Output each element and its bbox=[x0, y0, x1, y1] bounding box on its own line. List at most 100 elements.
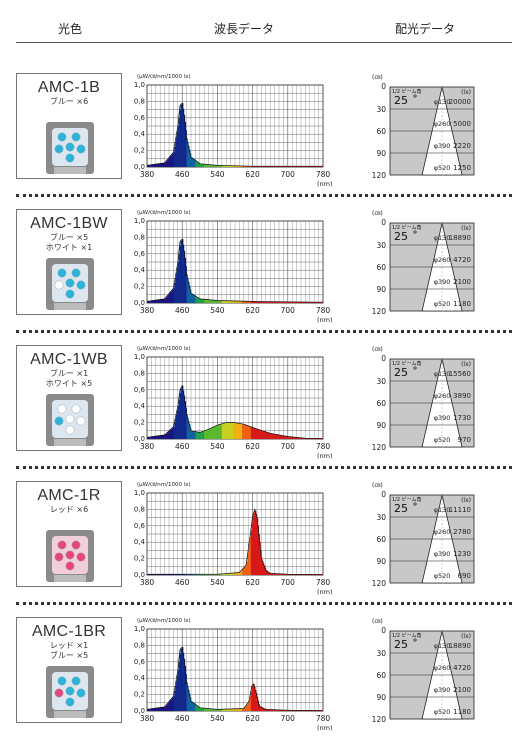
spectrum-slice bbox=[185, 407, 187, 439]
spectrum-slice bbox=[276, 709, 278, 711]
spectrum-slice bbox=[260, 706, 262, 711]
spectrum-slice bbox=[322, 574, 324, 575]
x-tick-label: 380 bbox=[140, 170, 155, 179]
spectrum-slice bbox=[220, 709, 222, 711]
spectrum-slice bbox=[248, 301, 250, 303]
led-dot bbox=[54, 416, 64, 426]
spectrum-slice bbox=[305, 301, 307, 303]
spectrum-slice bbox=[274, 301, 276, 303]
y-unit-label: (μW/㎝/nm/1000 lx) bbox=[137, 482, 191, 488]
spectrum-slice bbox=[240, 423, 242, 439]
spectrum-slice bbox=[150, 164, 152, 167]
y-tick-label: 0,8 bbox=[134, 505, 145, 513]
spectrum-slice bbox=[222, 165, 224, 167]
spectrum-slice bbox=[167, 159, 169, 167]
spectrum-slice bbox=[238, 301, 240, 303]
spectrum-slice bbox=[164, 434, 166, 439]
spectrum-slice bbox=[183, 390, 185, 439]
beam-diameter-label: φ130 bbox=[434, 506, 451, 514]
y-tick-label: 0,8 bbox=[134, 97, 145, 105]
illuminance-value: 1250 bbox=[453, 164, 471, 172]
spectrum-slice bbox=[177, 406, 179, 439]
spectrum-slice bbox=[265, 301, 267, 303]
spectrum-slice bbox=[198, 162, 200, 167]
spectrum-slice bbox=[213, 708, 215, 711]
lux-unit-label: (lx) bbox=[461, 225, 471, 232]
spectrum-slice bbox=[218, 165, 220, 167]
spectrum-slice bbox=[195, 160, 197, 167]
x-tick-label: 540 bbox=[210, 714, 225, 723]
led-composition-line: ブルー ×5 bbox=[49, 651, 89, 660]
beam-diameter-label: φ520 bbox=[434, 436, 451, 444]
spectrum-slice bbox=[176, 267, 179, 303]
spectrum-slice bbox=[244, 707, 246, 711]
spectrum-slice bbox=[237, 301, 239, 303]
spectrum-slice bbox=[184, 665, 187, 711]
spectrum-slice bbox=[273, 709, 275, 711]
spectrum-slice bbox=[172, 427, 174, 439]
spectrum-slice bbox=[162, 299, 165, 303]
spectrum-slice bbox=[190, 697, 192, 711]
spectrum-slice bbox=[318, 710, 320, 711]
x-tick-label: 780 bbox=[316, 170, 331, 179]
led-dot bbox=[71, 132, 81, 142]
spectrum-slice bbox=[168, 294, 170, 303]
spectrum-slice bbox=[205, 299, 208, 303]
spectrum-slice bbox=[220, 424, 222, 439]
beam-diameter-label: φ520 bbox=[434, 164, 451, 172]
spectrum-slice bbox=[264, 708, 266, 711]
spectrum-slice bbox=[251, 686, 253, 711]
spectrum-slice bbox=[170, 155, 172, 167]
spectrum-slice bbox=[259, 301, 261, 303]
spectrum-slice bbox=[242, 165, 245, 167]
lux-unit-label: (lx) bbox=[461, 497, 471, 504]
spectrum-slice bbox=[231, 165, 233, 167]
led-dot bbox=[57, 676, 67, 686]
spectrum-slice bbox=[195, 431, 197, 439]
spectrum-slice bbox=[247, 301, 249, 303]
spectrum-slice bbox=[281, 709, 283, 711]
spectrum-slice bbox=[226, 300, 228, 303]
spectrum-slice bbox=[256, 428, 258, 439]
spectrum-slice bbox=[239, 572, 241, 575]
spectrum-slice bbox=[159, 707, 161, 711]
spectrum-slice bbox=[168, 702, 170, 711]
spectrum-slice bbox=[221, 423, 223, 439]
illuminance-value: 690 bbox=[458, 572, 471, 580]
spectrum-slice bbox=[170, 699, 172, 711]
spectrum-slice bbox=[234, 572, 236, 575]
spectrum-slice bbox=[279, 709, 282, 711]
spectrum-slice bbox=[267, 571, 269, 575]
distance-unit-label: (㎝) bbox=[372, 74, 383, 81]
spectrum-slice bbox=[166, 160, 168, 167]
spectrum-slice bbox=[153, 436, 155, 439]
spectrum-slice bbox=[215, 165, 217, 167]
spectrum-slice bbox=[171, 290, 173, 303]
spectrum-slice bbox=[255, 428, 257, 439]
spectrum-slice bbox=[150, 436, 152, 439]
spectrum-slice bbox=[259, 706, 261, 711]
spectrum-slice bbox=[192, 158, 194, 167]
spectrum-slice bbox=[165, 705, 167, 711]
spectrum-slice bbox=[238, 165, 240, 167]
spectrum-slice bbox=[208, 708, 210, 711]
spectrum-slice bbox=[197, 705, 199, 711]
spectrum-slice bbox=[212, 300, 214, 303]
spectrum-slice bbox=[299, 437, 301, 439]
spectrum-slice bbox=[268, 301, 270, 303]
spectrum-slice bbox=[154, 300, 156, 303]
spectrum-slice bbox=[182, 239, 184, 303]
spectrum-slice bbox=[209, 164, 211, 167]
product-photo bbox=[46, 666, 94, 718]
spectrum-slice bbox=[271, 433, 274, 439]
spectrum-slice bbox=[223, 709, 225, 711]
spectrum-slice bbox=[223, 165, 225, 167]
spectrum-slice bbox=[231, 573, 233, 575]
spectrum-slice bbox=[246, 562, 248, 575]
spectrum-slice bbox=[264, 301, 267, 303]
spectrum-slice bbox=[220, 424, 223, 439]
spectrum-slice bbox=[229, 573, 231, 575]
spectrum-slice bbox=[292, 436, 294, 439]
x-tick-label: 700 bbox=[281, 714, 296, 723]
spectrum-slice bbox=[149, 436, 151, 439]
